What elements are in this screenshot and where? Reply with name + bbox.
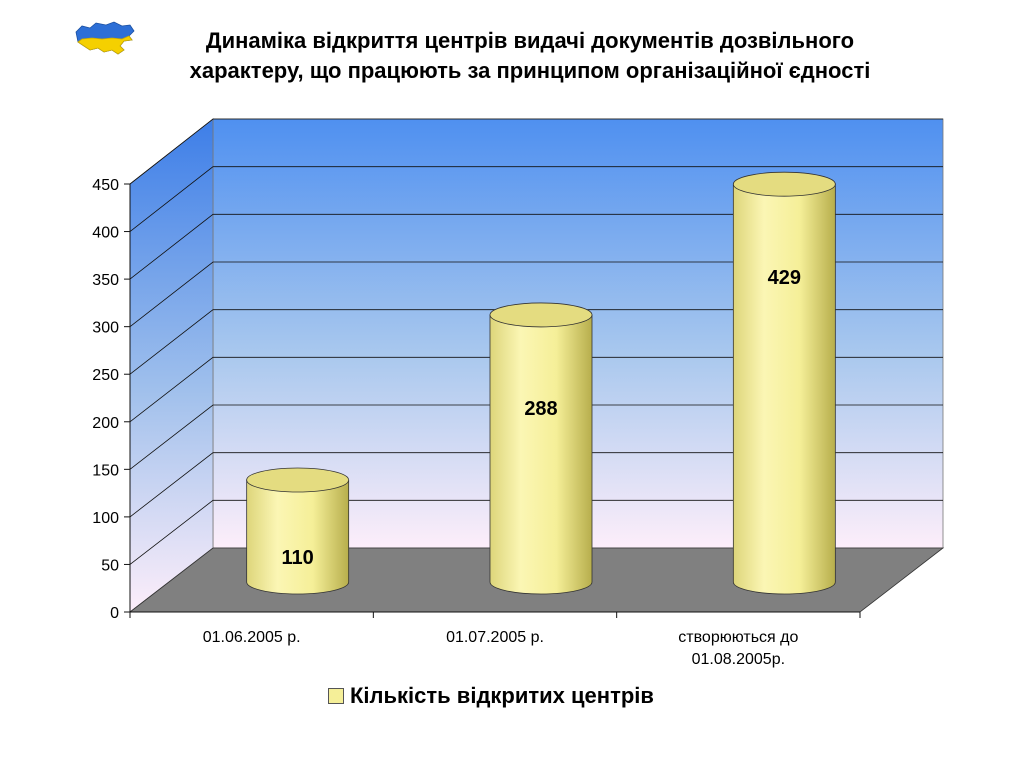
y-tick-label: 150 — [92, 462, 119, 479]
chart-title-line2: характеру, що працюють за принципом орга… — [189, 58, 871, 83]
bar-top — [732, 171, 836, 197]
data-label: 288 — [524, 398, 557, 420]
y-tick-label: 50 — [101, 557, 119, 574]
gridline — [129, 261, 943, 327]
gridline — [129, 118, 943, 185]
bar — [489, 302, 593, 595]
legend-label: Кількість відкритих центрів — [350, 683, 654, 708]
y-tick-label: 0 — [110, 605, 119, 622]
data-label: 429 — [768, 267, 801, 289]
gridline — [129, 166, 943, 232]
y-tick-label: 400 — [92, 225, 119, 242]
bar-body — [246, 479, 350, 595]
bar-top — [246, 467, 350, 493]
y-tick-label: 300 — [92, 320, 119, 337]
data-label: 110 — [282, 547, 314, 569]
y-tick-label: 450 — [92, 177, 119, 194]
gridline — [129, 356, 943, 423]
x-tick-label: 01.07.2005 р. — [446, 629, 544, 646]
y-tick-label: 350 — [92, 272, 119, 289]
bar — [732, 171, 836, 595]
gridline — [129, 499, 943, 565]
ukraine-map-icon — [75, 21, 135, 55]
bar — [246, 467, 350, 595]
gridline — [129, 309, 943, 375]
legend: Кількість відкритих центрів — [328, 682, 654, 710]
legend-swatch — [328, 688, 344, 704]
y-tick-label: 250 — [92, 367, 119, 384]
chart-title: Динаміка відкриття центрів видачі докуме… — [130, 26, 930, 86]
gridline — [129, 213, 943, 280]
x-tick-label: 01.06.2005 р. — [203, 629, 301, 646]
bar-body — [489, 314, 593, 595]
side-wall — [129, 118, 214, 613]
x-tick-label: створюються до 01.08.2005р. — [678, 629, 798, 668]
y-tick-label: 200 — [92, 415, 119, 432]
gridline — [129, 452, 943, 518]
gridline — [129, 404, 943, 470]
bar-top — [489, 302, 593, 328]
chart-title-line1: Динаміка відкриття центрів видачі докуме… — [205, 28, 855, 53]
y-tick-label: 100 — [92, 510, 119, 527]
bar-body — [732, 183, 836, 595]
